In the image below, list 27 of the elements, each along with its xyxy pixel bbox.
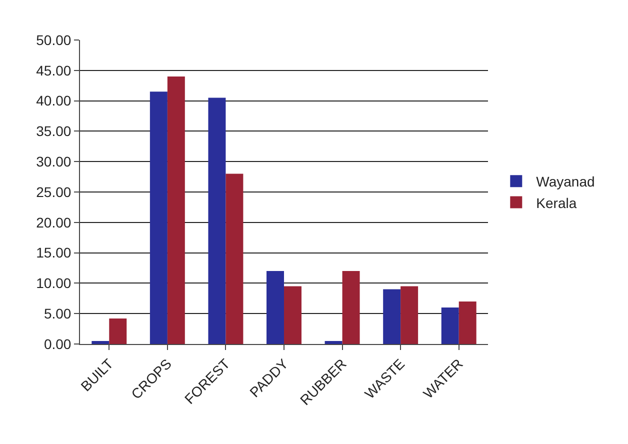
bar — [226, 174, 244, 344]
y-tick-label: 40.00 — [36, 92, 72, 109]
y-tick-label: 45.00 — [36, 62, 72, 78]
y-tick-label: 35.00 — [36, 123, 72, 140]
bar — [383, 289, 401, 344]
legend-label: Kerala — [536, 194, 577, 211]
y-tick-label: 10.00 — [36, 275, 72, 292]
y-tick-label: 20.00 — [36, 214, 72, 230]
bar — [109, 318, 127, 344]
y-tick-label: 15.00 — [36, 244, 72, 261]
legend-label: Wayanad — [536, 174, 595, 190]
y-tick-label: 50.00 — [36, 32, 72, 48]
bar — [167, 76, 185, 344]
y-tick-label: 25.00 — [36, 184, 72, 200]
y-tick-label: 5.00 — [44, 306, 72, 322]
bar — [400, 286, 418, 344]
bar — [324, 340, 342, 344]
bar — [266, 271, 284, 344]
bar — [342, 271, 360, 344]
bar — [441, 308, 459, 344]
bar — [208, 98, 226, 344]
bar — [92, 340, 110, 344]
y-tick-label: 30.00 — [36, 154, 72, 170]
bar — [458, 301, 476, 344]
bar — [284, 286, 302, 344]
bar — [150, 92, 168, 344]
y-tick-label: 0.00 — [44, 336, 72, 352]
